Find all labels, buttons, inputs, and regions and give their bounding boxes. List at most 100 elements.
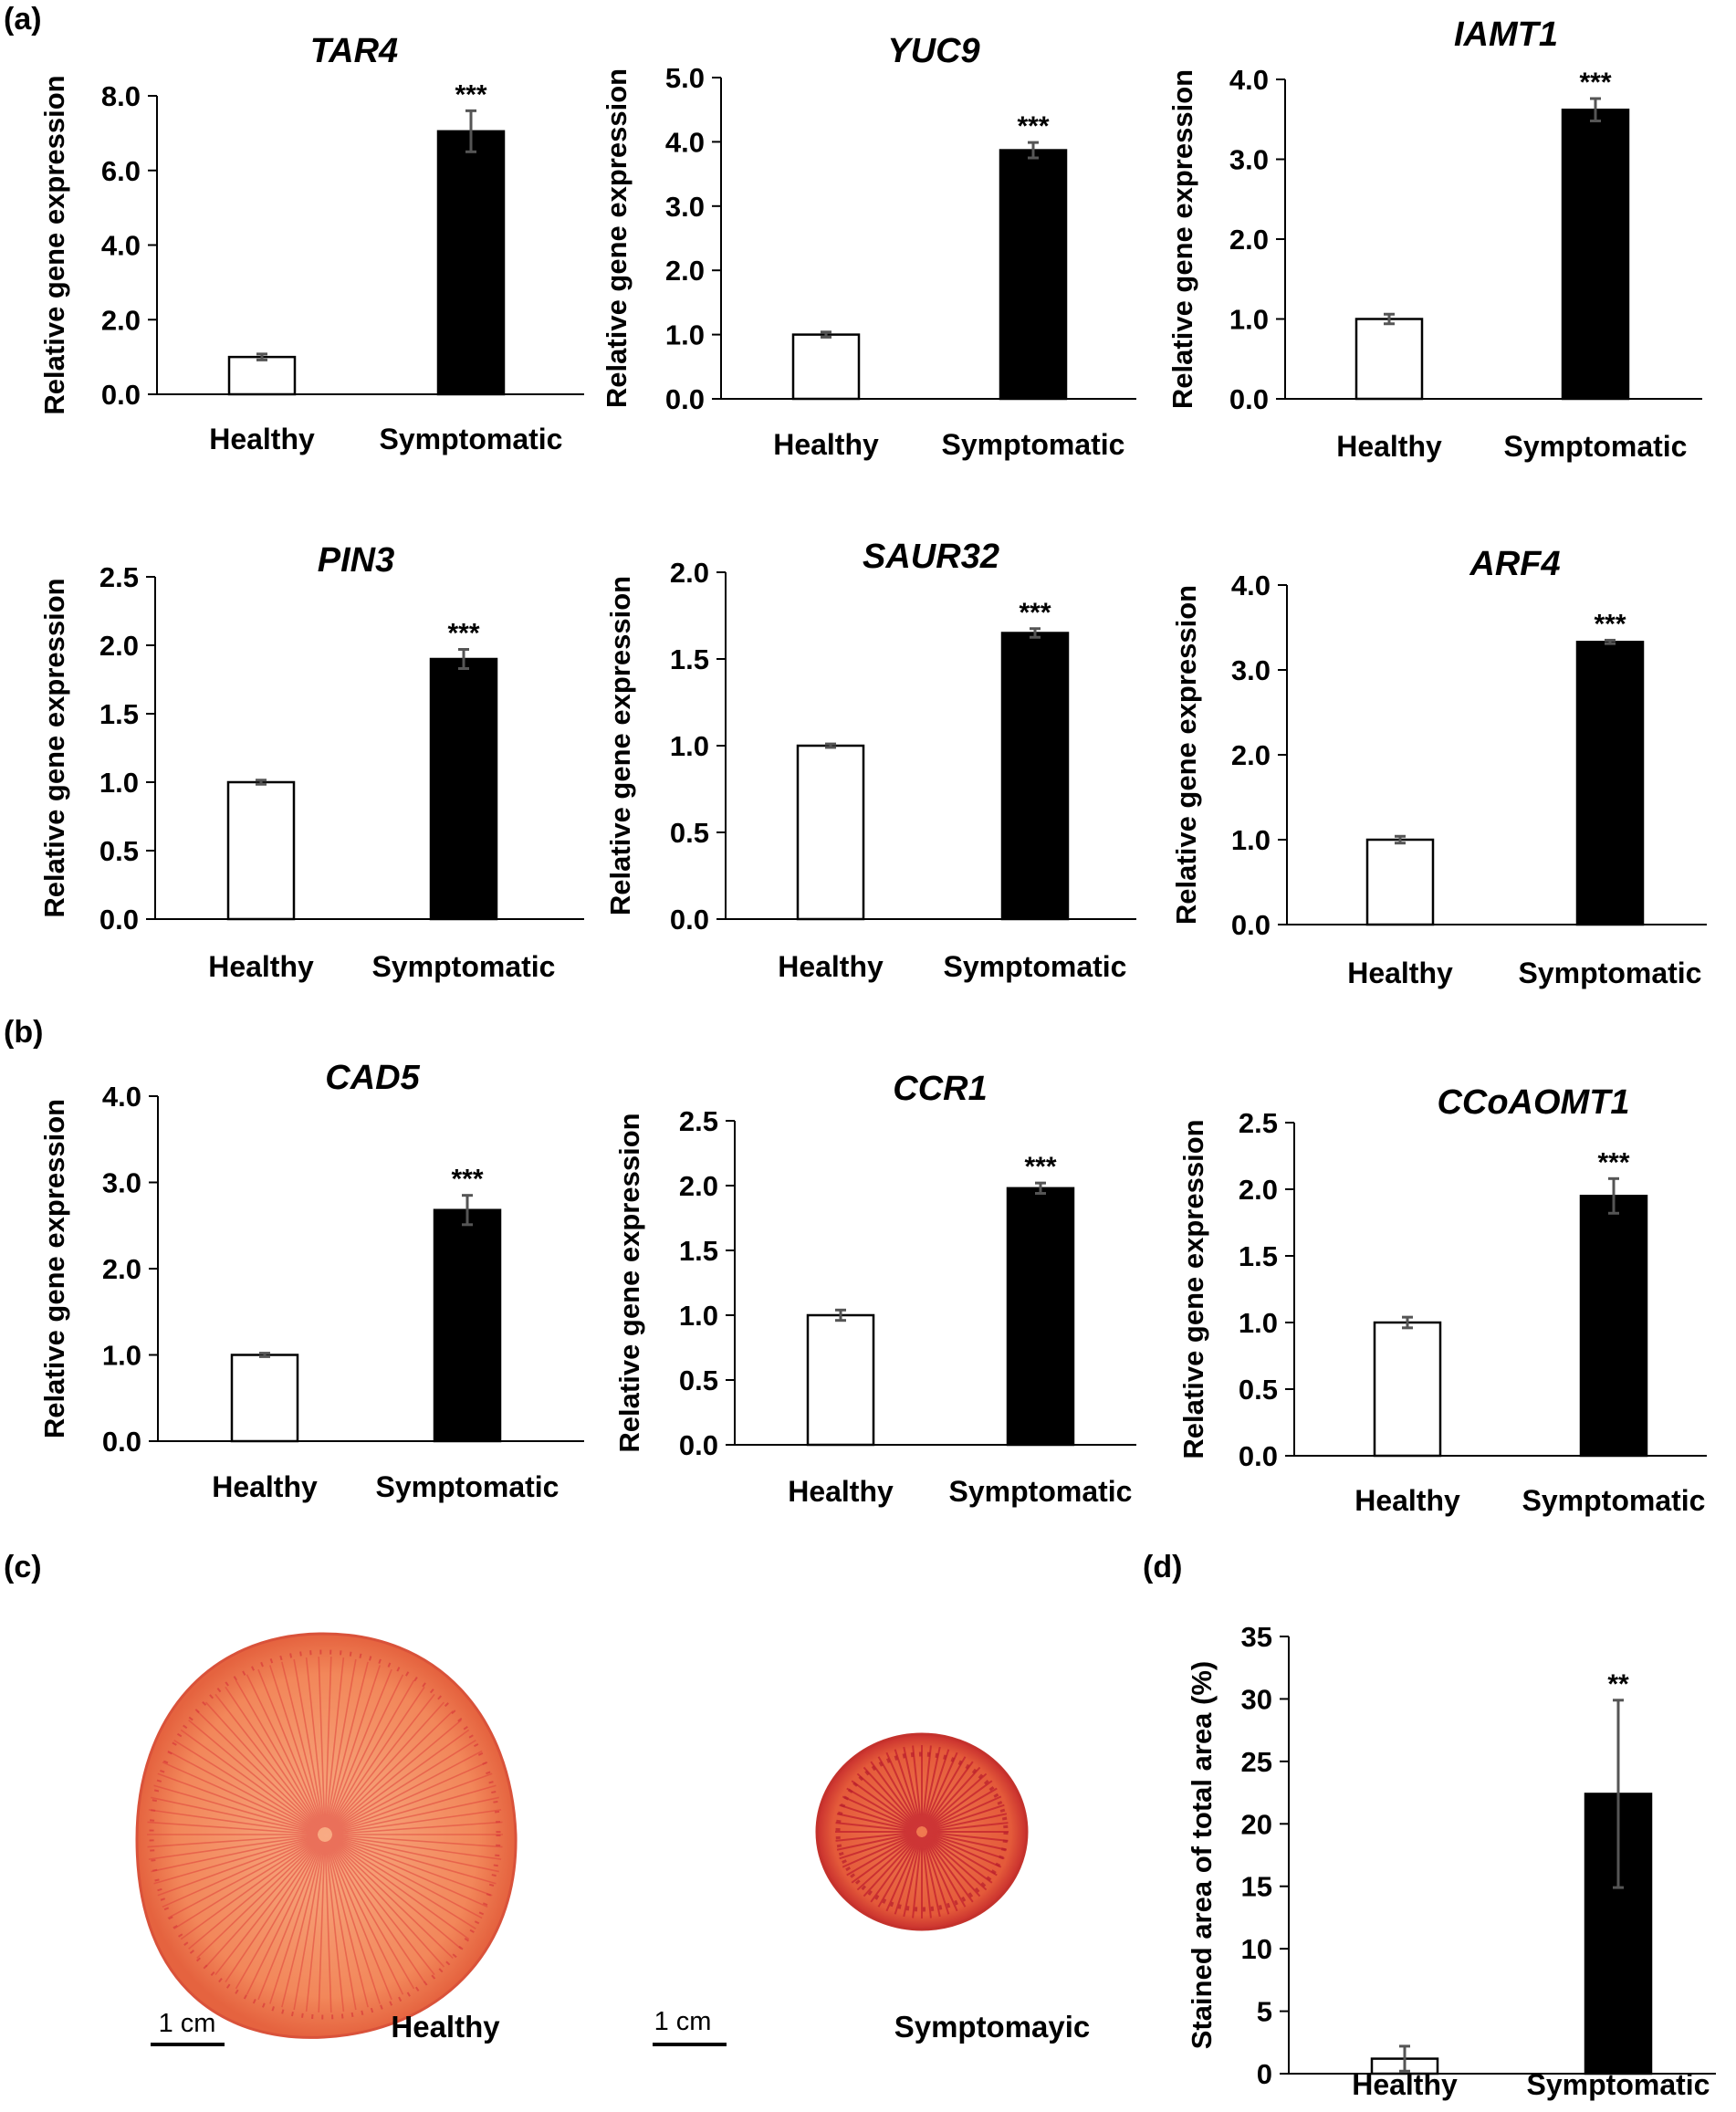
y-axis-label: Relative gene expression: [601, 68, 633, 408]
x-category-label: Healthy: [1336, 430, 1442, 463]
significance-label: ***: [1594, 609, 1626, 639]
root-vein-line: [327, 1841, 392, 2001]
root-vein-line: [257, 1668, 323, 1828]
y-tick-label: 30: [1241, 1683, 1272, 1715]
x-category-label: Symptomatic: [1519, 957, 1702, 989]
bar-symptomatic: [433, 1208, 502, 1443]
panel-label-a: (a): [4, 2, 42, 37]
y-tick-label: 0: [1257, 2058, 1272, 2090]
root-vein-line: [204, 1701, 321, 1830]
root-vein-line: [318, 1657, 326, 1828]
root-vein-line: [153, 1835, 319, 1885]
error-bar: [1613, 1699, 1624, 1889]
y-tick-label: 0.5: [679, 1364, 718, 1396]
x-category-label: Symptomatic: [1504, 430, 1688, 463]
root-vein-line: [329, 1720, 462, 1831]
x-category-label: Healthy: [788, 1475, 894, 1508]
x-category-label: Symptomatic: [376, 1470, 559, 1503]
y-tick-label: 3.0: [102, 1167, 141, 1199]
x-category-label: Symptomatic: [1522, 1484, 1706, 1517]
healthy-root-slice-image: [135, 1632, 518, 2039]
bar-symptomatic: [429, 657, 498, 921]
chart-title: TAR4: [310, 32, 398, 70]
root-vein-line: [329, 1701, 445, 1830]
x-category-label: Symptomatic: [949, 1475, 1133, 1508]
root-vein-line: [329, 1838, 454, 1960]
error-bar: [1605, 638, 1616, 645]
root-vein-line: [327, 1840, 404, 1995]
y-tick-label: 1.0: [99, 767, 139, 799]
root-vein-line: [167, 1837, 319, 1919]
root-vein-line: [922, 1749, 950, 1827]
root-vein-line: [331, 1834, 503, 1848]
chart-tar4: TAR4 0.0 2.0 4.0 6.0 8.0 Healthy *** Symptomatic…: [38, 32, 584, 455]
y-tick-label: 4.0: [665, 126, 705, 158]
significance-label: **: [1607, 1669, 1629, 1699]
chart-cad5: CAD5 0.0 1.0 2.0 3.0 4.0 Healthy *** Symptomatic…: [38, 1059, 584, 1503]
root-vein-line: [330, 1739, 476, 1832]
bar-healthy: [226, 780, 296, 921]
y-axis-label: Relative gene expression: [1166, 69, 1198, 409]
root-vein-line: [196, 1838, 320, 1960]
chart-title: SAUR32: [863, 538, 999, 576]
error-bar: [1035, 1181, 1046, 1196]
y-tick-label: 4.0: [101, 230, 141, 262]
root-vein-line: [846, 1834, 918, 1877]
root-vein-line: [903, 1836, 922, 1918]
root-vein-line: [924, 1761, 974, 1828]
significance-label: ***: [451, 1165, 483, 1195]
root-vein-line: [925, 1766, 981, 1829]
bar-healthy: [230, 1354, 299, 1443]
chart-title: YUC9: [887, 32, 979, 70]
x-category-label: Symptomatic: [372, 950, 556, 983]
root-vein-line: [328, 1686, 425, 1829]
root-vein-line: [836, 1813, 917, 1832]
root-vein-line: [331, 1796, 499, 1835]
root-vein-line: [922, 1746, 941, 1827]
root-vein-line: [180, 1729, 319, 1831]
bar-symptomatic: [436, 130, 506, 396]
y-tick-label: 5: [1257, 1996, 1272, 2028]
bar-healthy: [1365, 838, 1435, 926]
y-tick-label: 0.0: [665, 383, 705, 415]
y-axis-label: Relative gene expression: [38, 1099, 70, 1438]
y-tick-label: 0.0: [1239, 1440, 1278, 1472]
root-vein-line: [147, 1821, 319, 1835]
root-vein-line: [877, 1835, 920, 1908]
root-vein-line: [214, 1839, 321, 1976]
y-tick-label: 8.0: [101, 80, 141, 112]
y-tick-label: 2.5: [679, 1105, 718, 1137]
root-vein-line: [281, 1841, 324, 2008]
y-tick-label: 10: [1241, 1933, 1272, 1965]
error-bar: [1028, 141, 1039, 160]
y-tick-label: 2.0: [99, 630, 139, 662]
bar-symptomatic: [1000, 632, 1070, 921]
root-vein-line: [329, 1839, 435, 1976]
error-bar: [835, 1308, 846, 1323]
root-vein-line: [326, 1841, 369, 2008]
root-vein-line: [926, 1832, 1008, 1851]
root-vein-line: [842, 1833, 917, 1868]
y-tick-label: 2.0: [1231, 739, 1271, 771]
root-vein-line: [926, 1834, 998, 1877]
root-vein-line: [188, 1720, 320, 1831]
root-vein-line: [926, 1832, 1005, 1860]
y-axis-label: Relative gene expression: [38, 75, 70, 414]
root-vein-line: [836, 1832, 917, 1851]
y-tick-label: 0.0: [101, 379, 141, 411]
chart-yuc9: YUC9 0.0 1.0 2.0 3.0 4.0 5.0 Healthy *** Symptoma…: [601, 32, 1136, 461]
y-axis-label: Relative gene expression: [1170, 585, 1202, 925]
panel-label-c: (c): [4, 1550, 42, 1584]
root-vein-line: [246, 1840, 323, 1995]
root-vein-line: [924, 1835, 967, 1908]
root-vein-line: [835, 1831, 917, 1842]
y-tick-label: 0.5: [99, 835, 139, 867]
bar-symptomatic: [1006, 1187, 1075, 1447]
y-tick-label: 0.0: [102, 1426, 141, 1458]
photo-label-symptomatic: Symptomayic: [894, 2010, 1091, 2044]
root-vein-line: [324, 1657, 332, 1828]
root-vein-line: [903, 1746, 922, 1827]
root-vein-line: [326, 1665, 382, 1828]
error-bar: [1395, 834, 1406, 845]
